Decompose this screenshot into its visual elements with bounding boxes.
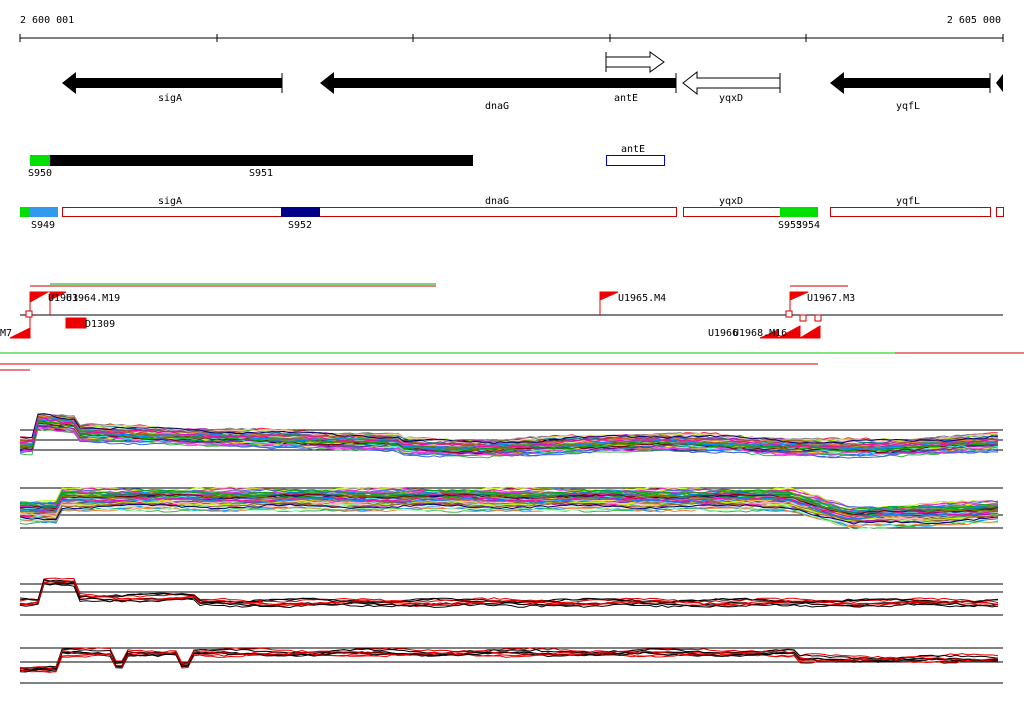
trace [19,650,999,670]
scale-start: 2 600 001 [20,15,74,26]
feature-label: U1966 [708,328,738,339]
trace [19,490,999,513]
segment-label: sigA [158,196,182,207]
gene-label: antE [614,93,638,104]
trace [19,493,999,516]
gene-label: sigA [158,93,182,104]
feature-label: D1309 [85,319,115,330]
trace [19,582,999,609]
trace [19,502,999,523]
trace [19,581,999,606]
segments-row2 [20,207,1004,217]
feature-label: U1964.M19 [66,293,120,304]
feature-label: U1967.M3 [807,293,855,304]
segment-label: yqfL [896,196,920,207]
separator-lines [0,352,1024,371]
trace [19,498,999,520]
gene-label: yqfL [896,101,920,112]
features-track [9,283,1003,339]
segment-label: dnaG [485,196,509,207]
trace [19,427,999,457]
trace [20,489,998,510]
expression-traces [19,412,1003,684]
trace [19,495,999,519]
trace [19,503,999,525]
scale-ruler [19,34,1004,42]
gene-arrows [62,51,1003,96]
segment-label: S953 [778,220,802,231]
segment-label: S952 [288,220,312,231]
gene-label: yqxD [719,93,743,104]
segment-label: yqxD [719,196,743,207]
scale-end: 2 605 000 [947,15,1001,26]
segment-label: S949 [31,220,55,231]
feature-label: U1965.M4 [618,293,666,304]
trace [19,500,999,522]
trace [19,647,999,669]
segments-row1 [30,155,665,166]
feature-label: U1968.M16 [733,328,787,339]
trace [19,577,999,604]
gene-label: dnaG [485,101,509,112]
trace [19,413,999,444]
trace [19,416,999,449]
segment-label: S954 [796,220,820,231]
segment-label: antE [621,144,645,155]
segment-label: S950 [28,168,52,179]
feature-label: M7 [0,328,12,339]
trace [19,494,999,518]
feature-label: U1963 [48,293,78,304]
segment-label: S951 [249,168,273,179]
trace [19,578,999,604]
